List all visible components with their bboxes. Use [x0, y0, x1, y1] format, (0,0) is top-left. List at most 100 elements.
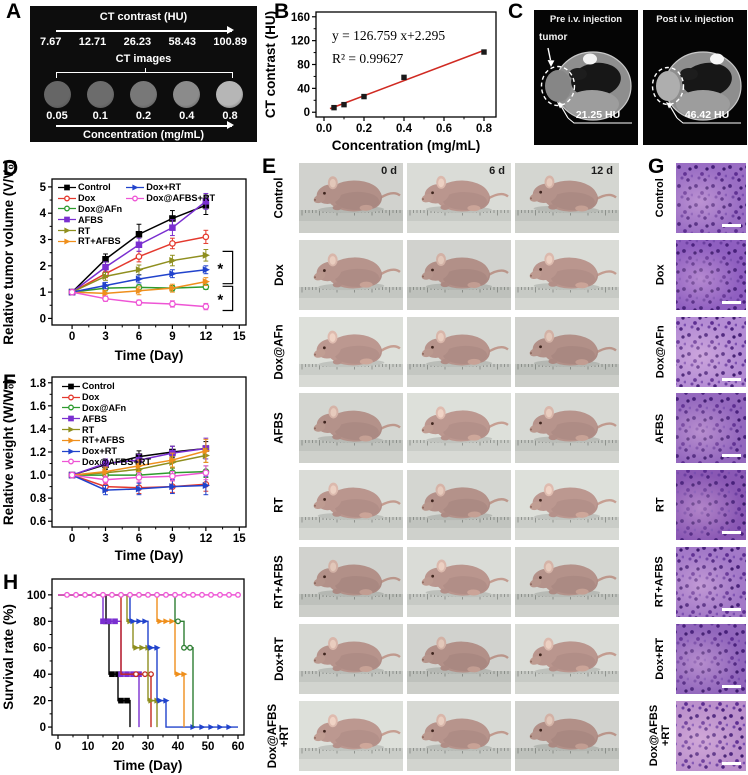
data-marker — [127, 591, 133, 598]
data-marker — [154, 644, 161, 651]
row-label-text: RT — [273, 497, 286, 513]
mouse-row: AFBS — [264, 393, 619, 464]
mouse-photo — [515, 393, 619, 464]
y-tick-label: 0 — [304, 107, 310, 119]
significance-star: * — [217, 260, 223, 277]
mouse-row: Control 0 d 6 d 12 d — [264, 163, 619, 233]
data-marker — [172, 591, 178, 598]
data-marker — [135, 241, 143, 249]
row-label-text: Dox+RT — [273, 636, 286, 681]
mouse-photo — [299, 239, 403, 310]
data-marker — [68, 405, 74, 411]
panel-b-label: B — [274, 0, 290, 23]
row-label-text: AFBS — [273, 412, 286, 445]
y-axis-label: Relative weight (W/W₀) — [1, 379, 16, 525]
mouse-row-label: Dox+RT — [264, 624, 295, 694]
data-marker — [91, 591, 97, 598]
data-marker — [136, 618, 143, 625]
data-marker — [132, 195, 139, 202]
legend-item: Dox+RT — [126, 182, 215, 193]
legend-item: Dox+RT — [62, 446, 151, 457]
data-marker — [132, 184, 139, 191]
data-marker — [169, 240, 176, 247]
mouse-row: Dox@AFn — [264, 316, 619, 387]
data-marker — [235, 591, 241, 598]
legend-marker-circle — [62, 459, 80, 465]
mouse-photo-drawing — [299, 163, 403, 233]
legend-label: Dox — [78, 193, 96, 204]
mouse-row: Dox — [264, 239, 619, 310]
mouse-row-label: AFBS — [264, 393, 295, 463]
row-label-text: Dox@AFn — [273, 323, 286, 380]
data-marker — [226, 591, 232, 598]
data-marker — [202, 251, 210, 259]
data-marker — [64, 227, 71, 234]
data-marker — [73, 591, 79, 598]
data-marker — [102, 282, 110, 290]
legend-label: RT — [78, 225, 91, 236]
data-marker — [142, 671, 148, 678]
legend-item: AFBS — [58, 214, 122, 225]
series-line — [58, 594, 131, 728]
data-marker — [202, 278, 210, 286]
data-marker — [202, 198, 210, 205]
ct-scan-pre-injection: Pre i.v. injection tumor 21.25 HU — [534, 10, 638, 145]
legend-label: RT+AFBS — [78, 236, 121, 247]
data-marker — [181, 591, 187, 598]
legend-label: Dox@AFn — [82, 402, 127, 413]
legend-marker-triangle — [62, 437, 80, 444]
data-marker — [187, 644, 193, 651]
hu-value: 26.23 — [123, 36, 152, 48]
row-label-text: RT+AFBS — [654, 556, 667, 608]
panel-b: B 0.0 0.2 0.4 0.6 0.8 0 40 80 120 160 Concentratio… — [262, 0, 508, 155]
body-weight-chart: 0 3 6 9 12 15 0.6 0.8 1.0 1.2 1.4 1.6 1.8 Time (Day) R… — [0, 365, 262, 570]
mouse-photo-drawing — [407, 316, 511, 387]
day-label: 12 d — [590, 165, 613, 177]
ct-sample-circle — [130, 81, 157, 108]
data-marker — [190, 591, 196, 598]
data-marker — [68, 459, 74, 465]
data-marker — [217, 591, 223, 598]
data-marker — [142, 618, 149, 625]
y-tick-label: 100 — [27, 590, 46, 602]
mouse-photo-drawing — [515, 393, 619, 464]
data-marker — [169, 224, 176, 231]
y-tick-label: 0.6 — [30, 516, 46, 528]
data-marker — [118, 591, 124, 598]
data-marker — [68, 394, 74, 401]
x-tick-label: 3 — [102, 533, 108, 545]
data-marker — [82, 591, 88, 598]
significance-star: * — [217, 291, 223, 308]
scale-bar — [722, 224, 741, 227]
concentration-value: 0.05 — [46, 110, 68, 122]
histology-image — [676, 470, 746, 541]
data-marker — [148, 697, 155, 704]
mouse-photo-drawing — [515, 547, 619, 617]
histology-row: Dox — [648, 239, 746, 310]
legend-marker-triangle — [126, 184, 145, 191]
legend-label: Dox@AFn — [78, 203, 123, 214]
data-marker — [202, 303, 210, 310]
row-label-text: Dox — [273, 263, 286, 286]
mouse-photo-drawing — [407, 239, 511, 310]
data-marker — [169, 483, 177, 491]
data-marker — [64, 195, 70, 202]
data-marker — [135, 462, 144, 470]
x-tick-label: 6 — [136, 533, 142, 545]
chart-B-svg: 0.0 0.2 0.4 0.6 0.8 0 40 80 120 160 Concentration … — [263, 11, 497, 153]
histology-row: AFBS — [648, 393, 746, 464]
x-tick-label: 60 — [232, 741, 245, 753]
data-marker — [135, 266, 144, 274]
data-marker — [135, 253, 143, 260]
mouse-photo — [515, 623, 619, 694]
data-marker — [102, 468, 110, 476]
scale-bar — [722, 608, 741, 611]
data-marker — [181, 671, 188, 678]
x-tick-label: 0.0 — [316, 123, 332, 135]
histology-row-label: AFBS — [648, 393, 674, 463]
data-marker — [341, 101, 347, 108]
data-marker — [154, 591, 160, 598]
legend-item: Dox@AFBS+RT — [126, 193, 215, 204]
